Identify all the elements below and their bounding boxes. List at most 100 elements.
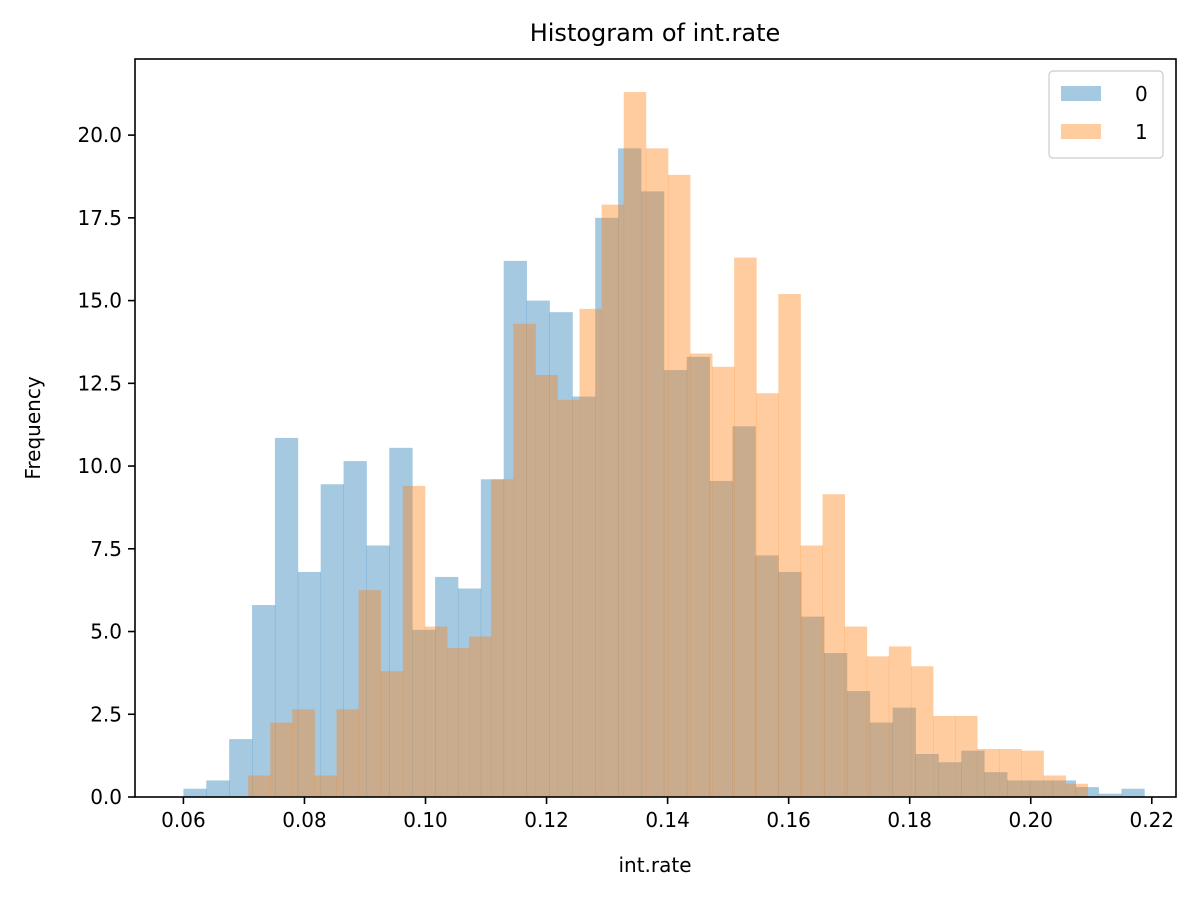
histogram-bar — [320, 484, 344, 797]
x-axis: 0.06 0.08 0.10 0.12 0.14 0.16 0.18 0.20 0.22 — [161, 797, 1174, 832]
histogram-bar — [447, 648, 470, 797]
histogram-bar — [412, 629, 436, 797]
legend: 0 1 — [1048, 70, 1164, 159]
y-tick-label: 0.0 — [90, 785, 122, 809]
histogram-bar — [572, 396, 596, 797]
histogram-bar — [535, 375, 558, 797]
series-0 — [183, 148, 1145, 798]
y-tick-label: 12.5 — [77, 371, 122, 395]
x-tick-label: 0.08 — [282, 808, 327, 832]
histogram-bar — [961, 750, 985, 797]
x-axis-label: int.rate — [618, 853, 691, 877]
histogram-bar — [955, 715, 978, 797]
histogram-bar — [601, 204, 625, 798]
histogram-bar — [297, 571, 322, 797]
histogram-bar — [801, 616, 825, 797]
histogram-bar — [229, 739, 253, 797]
y-tick-label: 5.0 — [90, 620, 122, 644]
x-tick-label: 0.10 — [403, 808, 448, 832]
histogram-bar — [844, 626, 868, 797]
histogram-bar — [822, 494, 846, 797]
y-tick-label: 17.5 — [77, 206, 122, 230]
histogram-bar — [915, 753, 939, 797]
histogram-bar — [435, 576, 459, 797]
histogram-bar — [866, 656, 890, 797]
histogram-bar — [252, 605, 276, 797]
histogram-bar — [248, 775, 271, 797]
histogram-bar — [343, 461, 367, 797]
legend-swatch-series-0 — [1061, 86, 1101, 101]
x-tick-label: 0.20 — [1008, 808, 1053, 832]
histogram-bar — [579, 308, 603, 797]
histogram-bar — [869, 722, 894, 797]
histogram-bar — [292, 709, 315, 797]
histogram-bar — [933, 715, 956, 797]
histogram-bar — [778, 571, 802, 797]
histogram-bar — [503, 260, 527, 797]
histogram-bar — [270, 722, 293, 797]
histogram-bar — [274, 437, 299, 797]
histogram-bar — [734, 257, 757, 797]
histogram-bar — [457, 588, 482, 797]
histogram-bar — [846, 691, 871, 797]
histogram-bar — [1052, 780, 1077, 797]
histogram-bar — [910, 666, 934, 797]
histogram-bar — [756, 393, 779, 797]
histogram-bar — [314, 775, 337, 797]
histogram-bar — [999, 749, 1022, 797]
legend-box — [1048, 70, 1164, 159]
histogram-bar — [1021, 750, 1044, 797]
histogram-bar — [1007, 780, 1031, 797]
histogram-bar — [469, 636, 492, 797]
legend-label-series-1: 1 — [1135, 120, 1148, 144]
histogram-bar — [402, 485, 426, 797]
histogram-bar — [888, 646, 912, 797]
histogram-bar — [645, 148, 669, 798]
x-tick-label: 0.18 — [887, 808, 932, 832]
histogram-bar — [712, 366, 735, 797]
legend-swatch-series-1 — [1061, 124, 1101, 139]
histogram-bar — [480, 479, 505, 797]
legend-label-series-0: 0 — [1135, 82, 1148, 106]
histogram-bar — [336, 709, 360, 797]
histogram-bar — [690, 353, 713, 797]
x-tick-label: 0.22 — [1130, 808, 1175, 832]
y-tick-label: 15.0 — [77, 289, 122, 313]
histogram-bar — [640, 191, 665, 797]
y-axis: 0.0 2.5 5.0 7.5 10.0 12.5 15.0 17.5 20.0 — [77, 123, 135, 809]
histogram-bar — [686, 356, 711, 797]
histogram-bar — [1029, 780, 1054, 797]
histogram-bar — [663, 370, 688, 797]
histogram-bar — [424, 626, 448, 797]
y-tick-label: 20.0 — [77, 123, 122, 147]
x-tick-label: 0.16 — [766, 808, 811, 832]
histogram-bar — [623, 92, 647, 798]
histogram-bar — [1075, 787, 1099, 797]
histogram-bar — [183, 788, 207, 797]
histogram-bar — [206, 780, 230, 797]
histogram-bar — [549, 312, 573, 797]
histogram-bar — [667, 174, 691, 797]
series-layer — [183, 92, 1145, 798]
histogram-bar — [778, 293, 801, 797]
histogram-bar — [380, 671, 404, 797]
histogram-bar — [1121, 788, 1145, 797]
x-tick-label: 0.14 — [645, 808, 690, 832]
x-tick-label: 0.06 — [161, 808, 206, 832]
histogram-bar — [709, 480, 733, 797]
chart-title: Histogram of int.rate — [530, 19, 781, 47]
histogram-bar — [389, 447, 413, 797]
histogram-bar — [366, 545, 390, 797]
histogram-bar — [1043, 775, 1066, 797]
histogram-bar — [1065, 783, 1089, 797]
histogram-bar — [526, 300, 550, 797]
histogram-bar — [513, 323, 536, 797]
y-tick-label: 2.5 — [90, 702, 122, 726]
histogram-bar — [892, 707, 916, 797]
histogram-bar — [732, 426, 756, 797]
histogram-bar — [491, 479, 514, 797]
histogram-bar — [824, 653, 848, 797]
histogram-bar — [800, 545, 823, 797]
histogram-bar — [755, 555, 779, 797]
